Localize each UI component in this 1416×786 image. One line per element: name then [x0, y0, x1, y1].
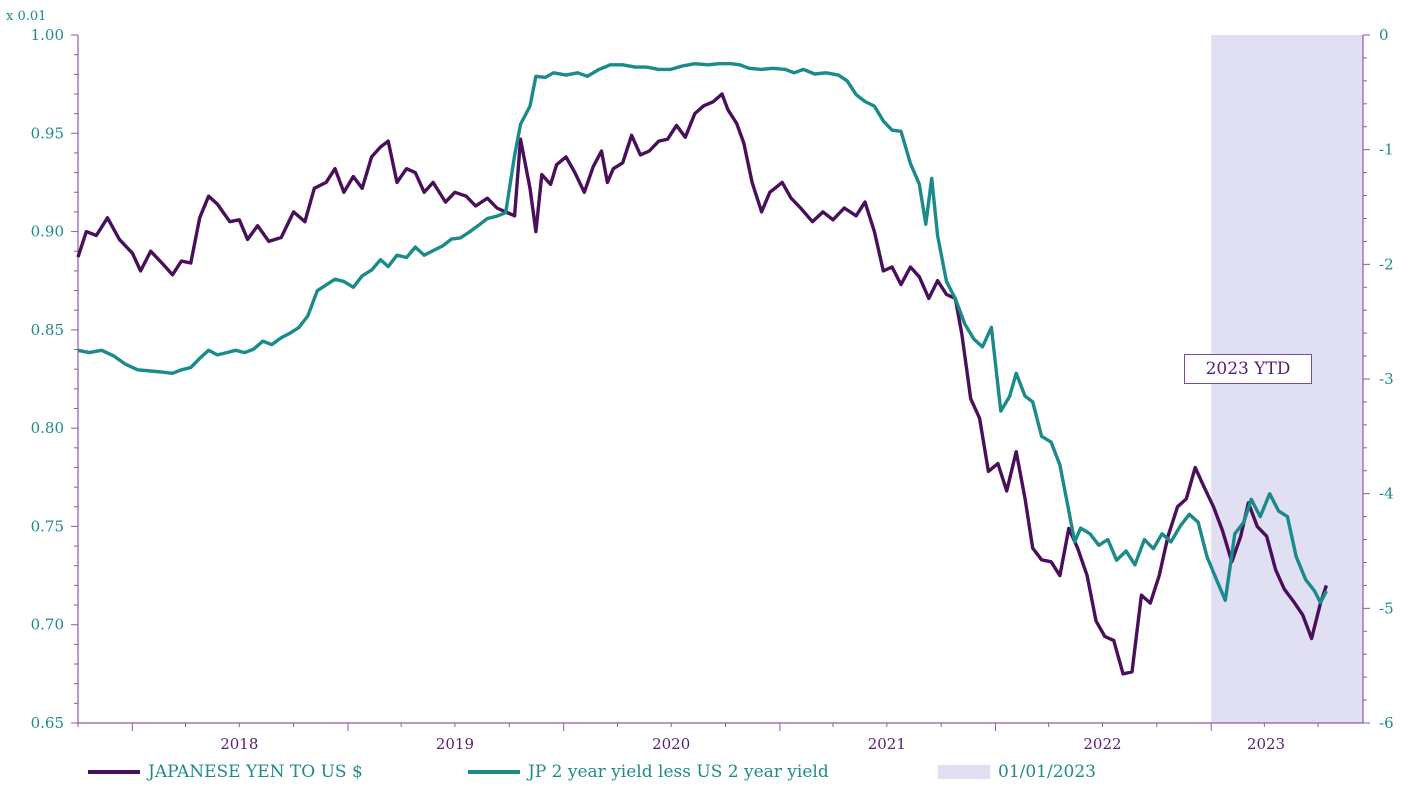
ytd-annotation: 2023 YTD — [1184, 354, 1312, 384]
legend-item-yield-spread: JP 2 year yield less US 2 year yield — [468, 758, 829, 786]
right-tick-label: -4 — [1379, 485, 1394, 503]
x-tick-label: 2023 — [1247, 735, 1285, 753]
legend-swatch-yen — [88, 770, 140, 774]
left-tick-label: 0.65 — [31, 714, 64, 732]
right-tick-label: 0 — [1379, 26, 1389, 44]
left-tick-label: 1.00 — [31, 26, 64, 44]
right-tick-label: -3 — [1379, 370, 1394, 388]
right-tick-label: -5 — [1379, 599, 1394, 617]
series-line-yield-spread — [77, 62, 1328, 605]
chart-legend: JAPANESE YEN TO US $ JP 2 year yield les… — [0, 758, 1416, 786]
legend-label-yen: JAPANESE YEN TO US $ — [148, 762, 363, 782]
legend-label-shaded-period: 01/01/2023 — [998, 762, 1096, 782]
left-tick-label: 0.80 — [31, 419, 64, 437]
right-tick-label: -1 — [1379, 141, 1394, 159]
left-tick-label: 0.85 — [31, 321, 64, 339]
left-tick-label: 0.90 — [31, 223, 64, 241]
x-tick-label: 2020 — [652, 735, 690, 753]
legend-item-yen: JAPANESE YEN TO US $ — [88, 758, 363, 786]
legend-swatch-yield-spread — [468, 770, 520, 774]
x-tick-label: 2019 — [436, 735, 474, 753]
chart-canvas: 0.65 0.70 0.75 0.80 0.85 0.90 0.95 1.00 -6 -5 -4 -3… — [6, 9, 1394, 753]
x-tick-label: 2022 — [1083, 735, 1121, 753]
x-tick-label: 2018 — [220, 735, 258, 753]
right-tick-label: -2 — [1379, 255, 1394, 273]
legend-swatch-shaded-period — [938, 765, 990, 779]
legend-item-shaded-period: 01/01/2023 — [938, 758, 1096, 786]
left-axis-unit: x 0.01 — [6, 9, 46, 24]
legend-label-yield-spread: JP 2 year yield less US 2 year yield — [528, 762, 829, 782]
left-tick-label: 0.75 — [31, 517, 64, 535]
left-tick-label: 0.70 — [31, 616, 64, 634]
series-line-yen-usd — [76, 92, 1329, 676]
left-tick-label: 0.95 — [31, 124, 64, 142]
right-tick-label: -6 — [1379, 714, 1394, 732]
x-tick-label: 2021 — [868, 735, 906, 753]
